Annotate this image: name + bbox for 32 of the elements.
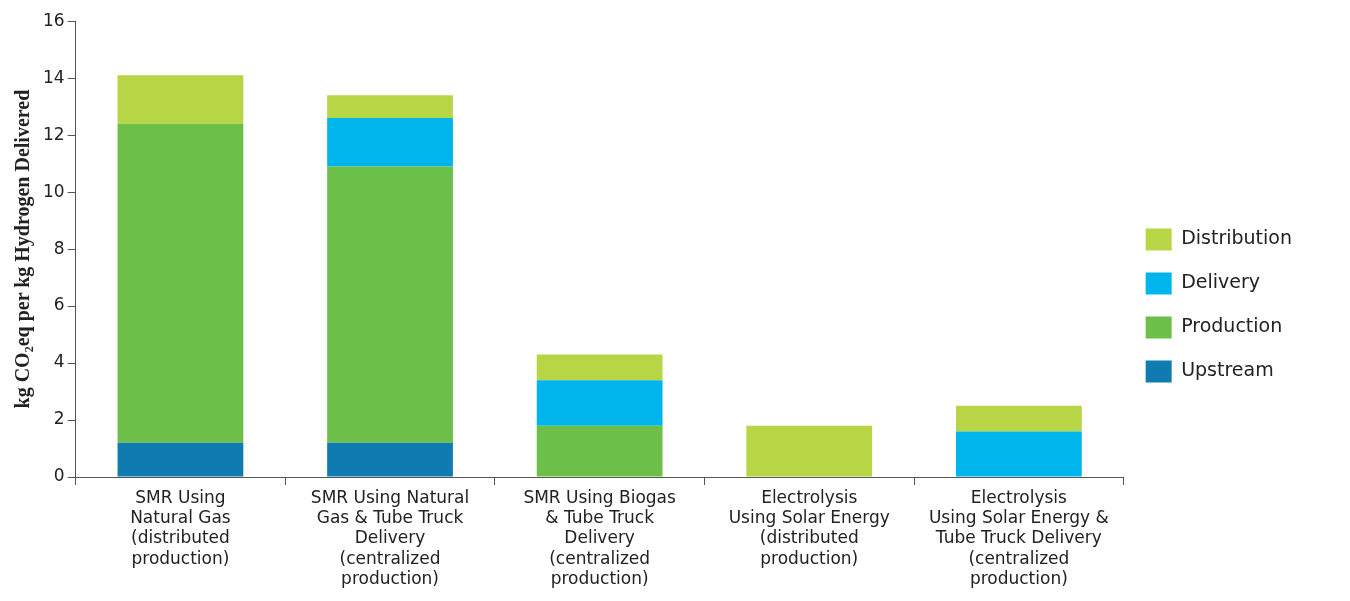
- y-tick-label: 16: [42, 9, 65, 30]
- y-tick-label: 14: [42, 66, 65, 87]
- bar: [327, 95, 453, 119]
- bar: [327, 166, 453, 443]
- bar: [536, 425, 663, 477]
- bar: [955, 431, 1082, 477]
- bar: [536, 380, 663, 426]
- bar: [117, 75, 244, 124]
- legend-label: Upstream: [1181, 358, 1274, 381]
- bar: [327, 442, 453, 477]
- x-tick-label: SMR Using Natural Gas (distributed production): [130, 486, 231, 568]
- y-tick-label: 0: [53, 465, 65, 486]
- y-tick-label: 10: [42, 180, 65, 201]
- bar: [117, 442, 244, 477]
- x-tick-label: SMR Using Biogas & Tube Truck Delivery (centralized production): [523, 486, 677, 589]
- legend-label: Production: [1181, 314, 1283, 337]
- bar: [536, 354, 663, 381]
- y-tick-label: 4: [53, 351, 65, 372]
- x-tick-label: SMR Using Natural Gas & Tube Truck Delivery (centralized production): [310, 486, 470, 589]
- y-tick-label: 12: [42, 123, 65, 144]
- bar: [955, 405, 1082, 432]
- legend-label: Delivery: [1181, 270, 1261, 293]
- y-axis-title: kg CO₂eq per kg Hydrogen Delivered: [11, 89, 35, 409]
- x-tick-label: Electrolysis Using Solar Energy (distributed production): [728, 486, 890, 568]
- y-tick-label: 2: [53, 408, 65, 429]
- legend-label: Distribution: [1181, 226, 1293, 249]
- y-tick-label: 6: [53, 294, 65, 315]
- bar: [327, 118, 453, 167]
- y-tick-label: 8: [53, 237, 65, 258]
- x-tick-label: Electrolysis Using Solar Energy & Tube Truck Delivery (centralized production): [928, 486, 1109, 589]
- bar: [746, 425, 873, 477]
- bar: [117, 123, 244, 443]
